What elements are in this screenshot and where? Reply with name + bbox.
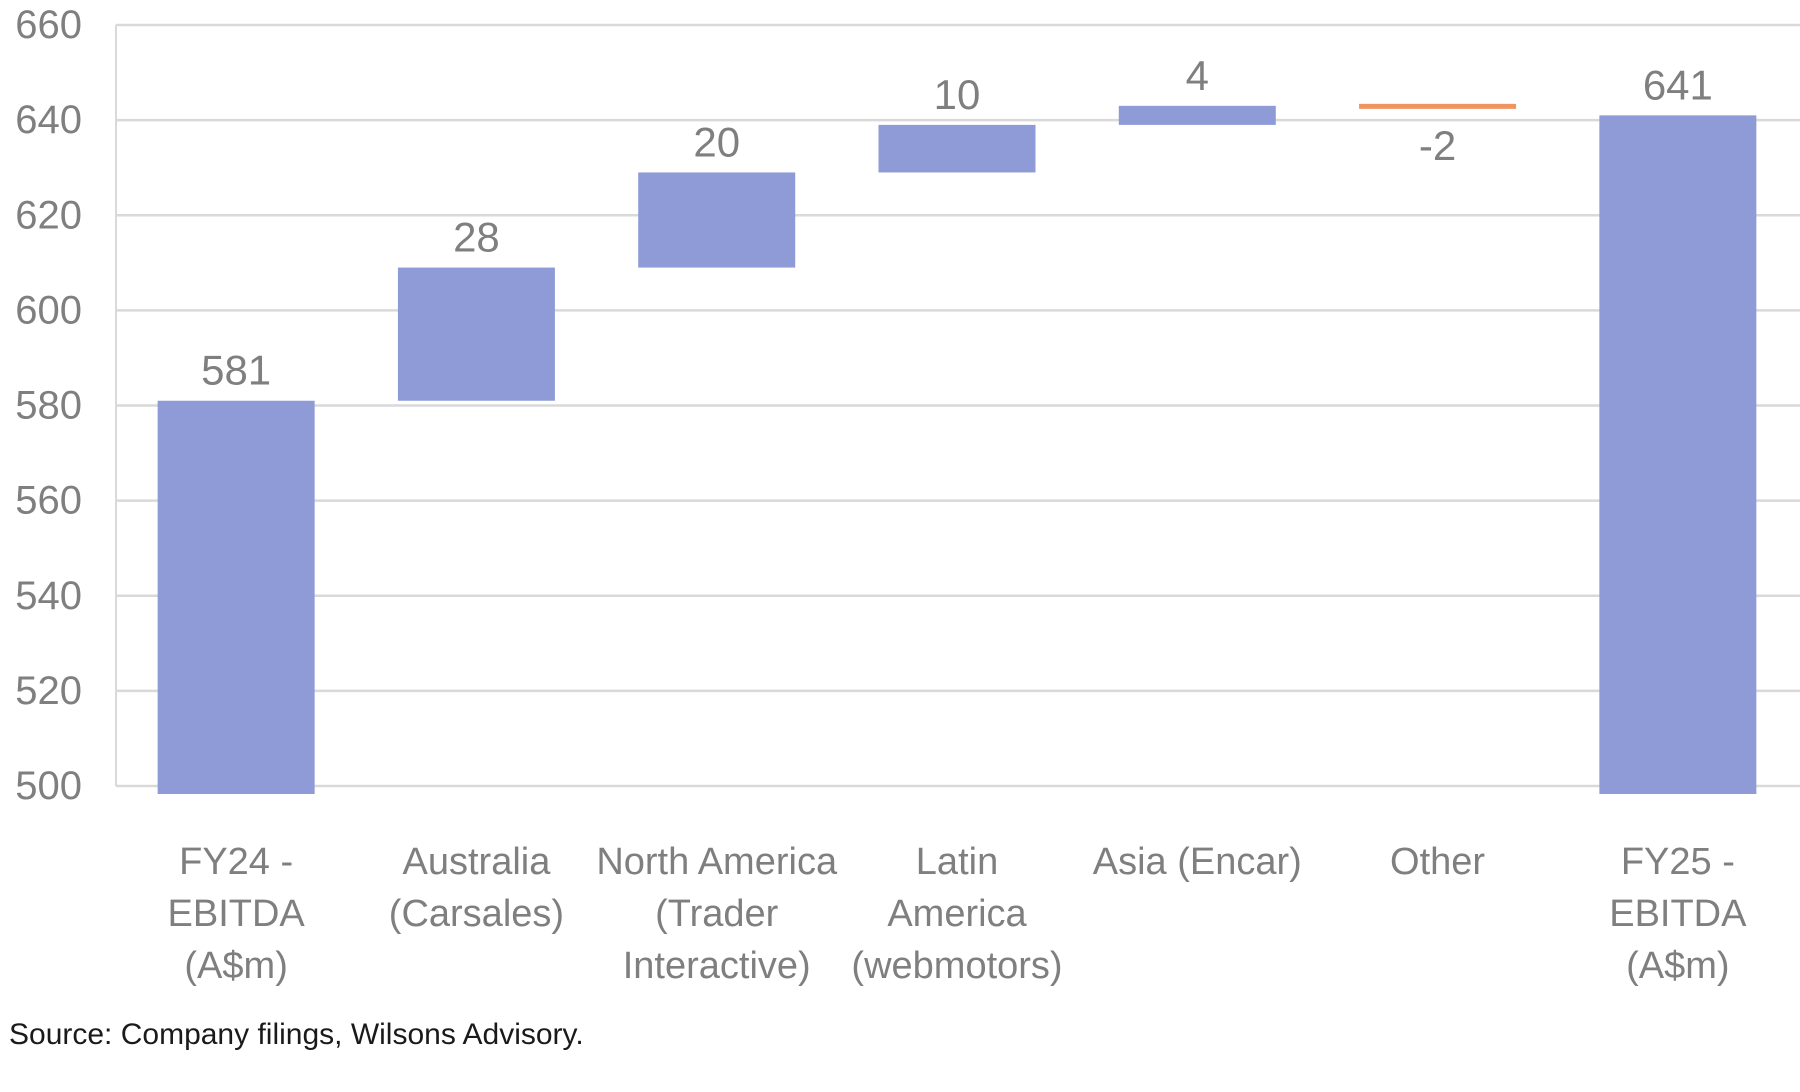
y-tick-label: 520	[15, 669, 82, 713]
bar-increase	[1118, 105, 1276, 125]
data-label: 581	[201, 347, 271, 394]
x-category-line: North America	[596, 841, 838, 883]
data-label: -2	[1419, 122, 1456, 169]
data-label: 641	[1643, 61, 1713, 108]
x-category-line: (A$m)	[1626, 945, 1729, 987]
x-category-line: Interactive)	[623, 945, 811, 987]
y-tick-label: 560	[15, 479, 82, 523]
bar-increase	[878, 124, 1036, 173]
data-label: 28	[453, 214, 500, 261]
x-category-line: Asia (Encar)	[1093, 841, 1302, 883]
data-label: 20	[693, 118, 740, 165]
gridlines	[116, 23, 1800, 788]
x-category-line: Australia	[403, 841, 552, 883]
y-tick-label: 600	[15, 288, 82, 332]
bar-total	[1599, 115, 1757, 794]
bars	[157, 103, 1757, 794]
chart-svg: 500 520 540 560 580 600 620 640 660 581 28 20 10 4 -2…	[15, 3, 1800, 987]
y-tick-label: 580	[15, 384, 82, 428]
x-category-line: EBITDA	[1609, 893, 1747, 935]
x-category-label: FY25 - EBITDA (A$m)	[1609, 841, 1747, 987]
x-category-label: North America (Trader Interactive)	[596, 841, 838, 987]
data-labels: 581 28 20 10 4 -2 641	[201, 52, 1713, 394]
x-category-line: FY25 -	[1621, 841, 1735, 883]
source-note: Source: Company filings, Wilsons Advisor…	[9, 1018, 584, 1051]
y-tick-label: 660	[15, 3, 82, 47]
x-category-line: (webmotors)	[851, 945, 1062, 987]
x-category-label: FY24 - EBITDA (A$m)	[168, 841, 306, 987]
bar-increase	[397, 267, 555, 401]
x-category-line: (Carsales)	[389, 893, 564, 935]
x-axis-categories: FY24 - EBITDA (A$m) Australia (Carsales) Nort…	[168, 841, 1748, 987]
x-category-line: America	[887, 893, 1027, 935]
y-tick-label: 620	[15, 193, 82, 237]
x-category-line: FY24 -	[179, 841, 293, 883]
y-tick-label: 540	[15, 574, 82, 618]
y-tick-label: 640	[15, 98, 82, 142]
x-category-label: Other	[1390, 841, 1485, 883]
y-tick-label: 500	[15, 764, 82, 808]
bar-total	[157, 400, 315, 794]
x-category-label: Latin America (webmotors)	[851, 841, 1062, 987]
x-category-line: (A$m)	[184, 945, 287, 987]
data-label: 10	[934, 71, 981, 118]
x-category-label: Asia (Encar)	[1093, 841, 1302, 883]
x-category-line: Other	[1390, 841, 1485, 883]
y-axis: 500 520 540 560 580 600 620 640 660	[15, 3, 117, 808]
bar-increase	[638, 172, 796, 268]
x-category-line: EBITDA	[168, 893, 306, 935]
x-category-label: Australia (Carsales)	[389, 841, 564, 935]
data-label: 4	[1186, 52, 1209, 99]
x-category-line: (Trader	[655, 893, 779, 935]
bar-decrease	[1359, 103, 1517, 109]
x-category-line: Latin	[916, 841, 998, 883]
